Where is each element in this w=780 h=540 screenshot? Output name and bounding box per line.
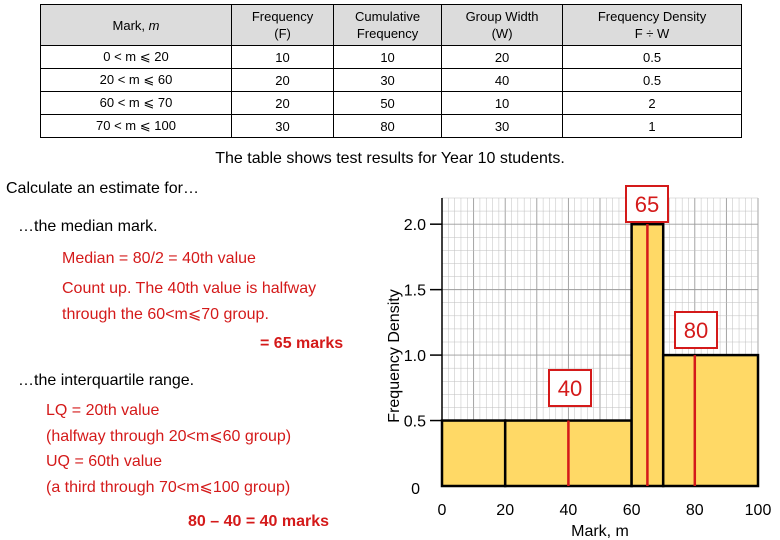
header-width: Group Width (W) xyxy=(441,4,564,46)
y-tick-label: 0 xyxy=(411,481,420,498)
y-tick-label: 1.5 xyxy=(404,283,426,300)
header-mark: Mark, m xyxy=(40,4,232,46)
uq-step-1: UQ = 60th value xyxy=(46,453,163,470)
x-tick-label: 0 xyxy=(438,502,447,519)
table-cell: 0.5 xyxy=(562,68,742,92)
x-tick-label: 60 xyxy=(623,502,641,519)
median-step-2: Count up. The 40th value is halfway xyxy=(62,280,317,297)
y-axis-label: Frequency Density xyxy=(386,289,403,422)
table-row: 70 < m ⩽ 100 30 80 30 1 xyxy=(40,114,742,138)
y-tick-label: 2.0 xyxy=(404,217,426,234)
table-cell: 40 xyxy=(441,68,564,92)
frequency-table: Mark, m Frequency (F) Cumulative Frequency… xyxy=(40,4,742,138)
histogram-bar xyxy=(661,353,760,488)
header-density: Frequency Density F ÷ W xyxy=(562,4,742,46)
lq-step-2: (halfway through 20<m⩽60 group) xyxy=(46,428,292,445)
marker-label: 40 xyxy=(558,376,582,401)
median-prompt: …the median mark. xyxy=(18,218,158,235)
iqr-prompt: …the interquartile range. xyxy=(18,372,195,389)
x-axis-label: Mark, m xyxy=(571,523,629,540)
uq-step-2: (a third through 70<m⩽100 group) xyxy=(46,479,291,496)
header-frequency: Frequency (F) xyxy=(230,4,335,46)
histogram-bar xyxy=(440,419,507,488)
header-cumulative: Cumulative Frequency xyxy=(333,4,443,46)
table-cell: 30 xyxy=(230,114,335,138)
x-tick-label: 40 xyxy=(560,502,578,519)
table-cell: 60 < m ⩽ 70 xyxy=(40,91,232,115)
table-cell: 1 xyxy=(562,114,742,138)
table-cell: 80 xyxy=(333,114,443,138)
marker-label-box xyxy=(625,185,669,223)
table-cell: 20 xyxy=(441,45,564,69)
marker-label-box xyxy=(548,369,592,407)
x-tick-label: 80 xyxy=(686,502,704,519)
table-cell: 0 < m ⩽ 20 xyxy=(40,45,232,69)
y-tick-label: 1.0 xyxy=(404,348,426,365)
marker-label-box xyxy=(674,311,718,349)
median-step-3: through the 60<m⩽70 group. xyxy=(62,306,269,323)
table-cell: 20 xyxy=(230,91,335,115)
table-cell: 30 xyxy=(441,114,564,138)
table-caption: The table shows test results for Year 10… xyxy=(215,150,565,167)
table-cell: 10 xyxy=(230,45,335,69)
x-tick-label: 100 xyxy=(745,502,772,519)
marker-label: 80 xyxy=(684,318,708,343)
iqr-answer: 80 – 40 = 40 marks xyxy=(188,513,330,530)
table-row: 60 < m ⩽ 70 20 50 10 2 xyxy=(40,91,742,115)
y-tick-label: 0.5 xyxy=(404,414,426,431)
median-answer: = 65 marks xyxy=(260,335,344,352)
x-tick-label: 20 xyxy=(496,502,514,519)
table-cell: 70 < m ⩽ 100 xyxy=(40,114,232,138)
question-intro: Calculate an estimate for… xyxy=(6,180,199,197)
median-step-1: Median = 80/2 = 40th value xyxy=(62,250,256,267)
marker-label: 65 xyxy=(635,192,659,217)
lq-step-1: LQ = 20th value xyxy=(46,402,160,419)
table-header-row: Mark, m Frequency (F) Cumulative Frequency… xyxy=(40,4,742,46)
table-cell: 2 xyxy=(562,91,742,115)
